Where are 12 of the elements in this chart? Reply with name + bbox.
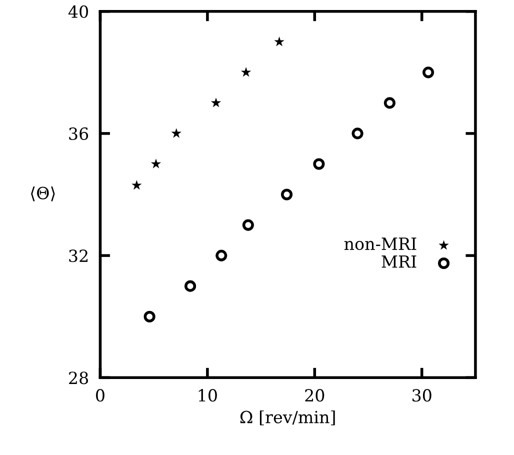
x-tick-label: 0 [96,389,104,402]
x-tick-label: 10 [198,389,217,402]
y-tick-label: 40 [68,5,88,18]
legend-label: MRI [382,255,416,268]
legend-label: non-MRI [344,238,416,250]
y-tick-label: 36 [69,127,88,140]
x-tick-label: 30 [412,389,432,402]
y-tick-label: 28 [69,372,88,384]
y-axis-title: ⟨Θ⟩ [31,186,55,202]
y-tick-label: 32 [69,250,88,262]
x-tick-label: 20 [305,389,324,402]
x-axis-title: Ω [rev/min] [240,410,335,426]
